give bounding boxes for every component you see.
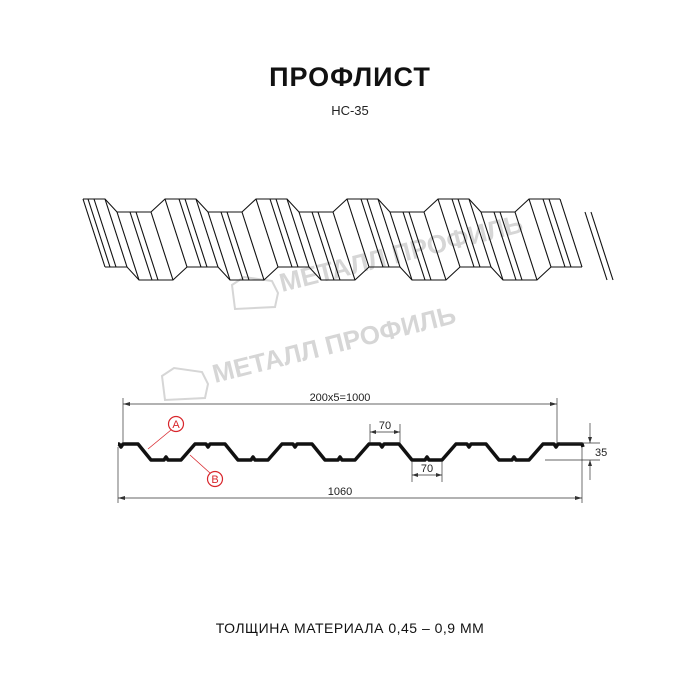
sheet-back-edge [105, 266, 582, 281]
watermark-logo-top: МЕТАЛЛ ПРОФИЛЬ [230, 208, 526, 311]
sheet-fold-line [104, 198, 128, 268]
sheet-fold-line [377, 198, 401, 268]
sheet-rib-line [408, 211, 432, 281]
label-b: B [189, 454, 224, 488]
watermark-text: МЕТАЛЛ ПРОФИЛЬ [276, 208, 526, 298]
sheet-fold-line [346, 198, 370, 268]
sheet-fold-line [116, 211, 140, 281]
sheet-3d-view [82, 198, 614, 281]
dimension-overall-width: 1060 [328, 486, 352, 498]
sheet-fold-line [164, 198, 188, 268]
sheet-rib-line [87, 198, 111, 268]
sheet-rib-line [184, 198, 208, 268]
sheet-fold-line [195, 198, 219, 268]
sheet-fold-line [559, 198, 583, 268]
sheet-fold-line [286, 198, 310, 268]
sheet-rib-line [269, 198, 293, 268]
dimension-top-width: 70 [379, 420, 391, 432]
sheet-fold-line [82, 198, 106, 268]
sheet-fold-line [437, 198, 461, 268]
sheet-rib-line [226, 211, 250, 281]
sheet-rib-line [275, 198, 299, 268]
sheet-rib-line [590, 211, 614, 281]
sheet-fold-line [528, 198, 552, 268]
sheet-rib-line [135, 211, 159, 281]
sheet-rib-line [548, 198, 572, 268]
dimension-pitch-total: 200x5=1000 [310, 392, 371, 404]
watermark-text: МЕТАЛЛ ПРОФИЛЬ [209, 299, 459, 389]
sheet-fold-line [468, 198, 492, 268]
label-a: A [147, 415, 185, 450]
sheet-fold-line [298, 211, 322, 281]
sheet-rib-line [311, 211, 335, 281]
sheet-rib-line [129, 211, 153, 281]
sheet-rib-line [93, 198, 117, 268]
sheet-fold-line [150, 211, 174, 281]
sheet-rib-line [493, 211, 517, 281]
sheet-rib-line [360, 198, 384, 268]
sheet-rib-line [499, 211, 523, 281]
svg-text:B: B [211, 474, 218, 486]
watermark-logo-bottom: МЕТАЛЛ ПРОФИЛЬ [160, 299, 459, 402]
sheet-fold-line [514, 211, 538, 281]
sheet-rib-line [457, 198, 481, 268]
sheet-rib-line [178, 198, 202, 268]
dimension-height: 35 [595, 447, 607, 459]
sheet-fold-line [255, 198, 279, 268]
sheet-rib-line [366, 198, 390, 268]
sheet-rib-line [402, 211, 426, 281]
sheet-rib-line [542, 198, 566, 268]
sheet-rib-line [584, 211, 608, 281]
sheet-fold-line [332, 211, 356, 281]
sheet-rib-line [451, 198, 475, 268]
material-thickness-note: ТОЛЩИНА МАТЕРИАЛА 0,45 – 0,9 ММ [215, 620, 485, 636]
sheet-fold-line [423, 211, 447, 281]
dimension-arrows [118, 402, 592, 500]
sheet-fold-line [480, 211, 504, 281]
sheet-rib-line [317, 211, 341, 281]
sheet-fold-line [241, 211, 265, 281]
profile-section [117, 442, 585, 462]
svg-text:A: A [172, 419, 180, 431]
sheet-fold-line [207, 211, 231, 281]
sheet-front-edge [83, 198, 560, 213]
sheet-fold-line [389, 211, 413, 281]
dimension-lines [117, 398, 600, 503]
sheet-rib-line [220, 211, 244, 281]
dimension-bottom-width: 70 [421, 463, 433, 475]
page-subtitle: НС-35 [331, 103, 369, 118]
page-title: ПРОФЛИСТ [269, 62, 431, 92]
